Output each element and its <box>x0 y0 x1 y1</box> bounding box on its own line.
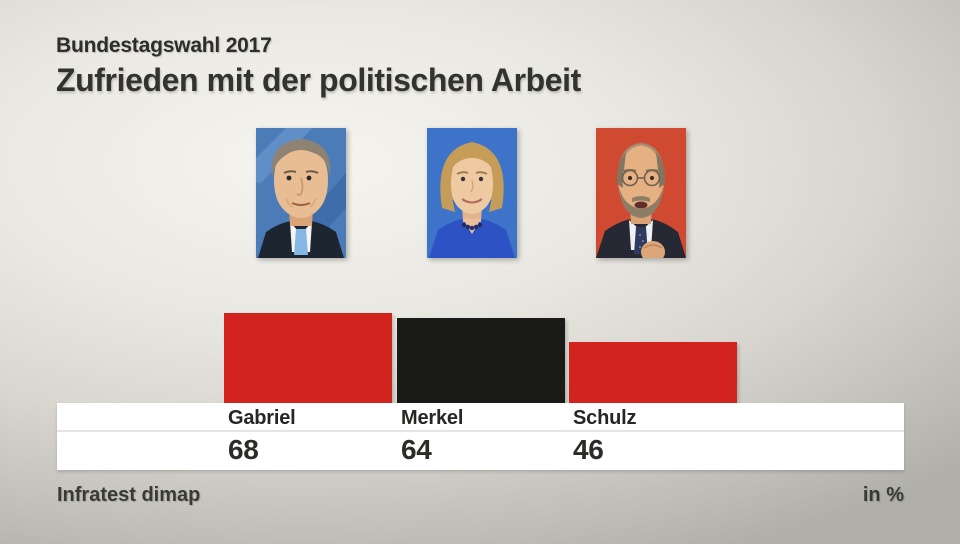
candidate-value: 46 <box>573 434 604 465</box>
gabriel-portrait-icon <box>256 128 346 258</box>
candidate-name: Merkel <box>401 407 464 429</box>
portrait-gabriel <box>256 128 346 258</box>
divider <box>57 430 904 432</box>
bar-gabriel <box>224 312 392 403</box>
source-label: Infratest dimap <box>57 484 201 506</box>
portrait-schulz <box>596 128 686 258</box>
bar-schulz <box>569 342 737 403</box>
candidate-name: Gabriel <box>228 407 296 429</box>
candidate-value: 64 <box>401 434 432 465</box>
bar-merkel <box>397 318 565 403</box>
unit-label: in % <box>862 484 904 506</box>
merkel-portrait-icon <box>429 142 515 258</box>
kicker: Bundestagswahl 2017 <box>56 34 272 57</box>
schulz-portrait-icon <box>596 142 686 258</box>
candidate-name: Schulz <box>573 407 637 429</box>
candidate-value: 68 <box>228 434 259 465</box>
results-band: Gabriel Merkel Schulz 68 64 46 <box>57 403 904 470</box>
portrait-merkel <box>427 128 517 258</box>
page-title: Zufrieden mit der politischen Arbeit <box>56 62 581 98</box>
